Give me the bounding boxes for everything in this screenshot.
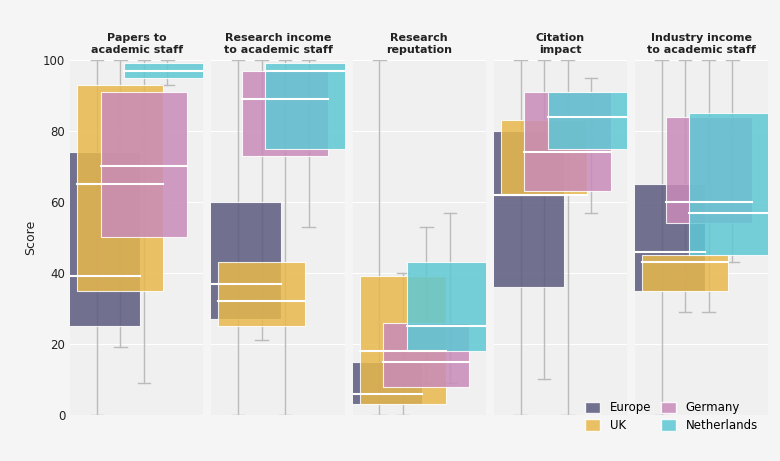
Bar — [77, 85, 164, 291]
Y-axis label: Score: Score — [24, 220, 37, 255]
Bar — [642, 255, 729, 291]
Bar — [524, 92, 611, 191]
Bar — [54, 152, 140, 326]
Bar — [383, 323, 470, 386]
Bar — [195, 202, 281, 319]
Bar — [406, 262, 493, 351]
Bar — [665, 117, 752, 223]
Bar — [477, 131, 564, 287]
Bar — [501, 120, 587, 195]
Title: Industry income
to academic staff: Industry income to academic staff — [647, 33, 756, 55]
Bar — [336, 361, 423, 404]
Title: Research
reputation: Research reputation — [386, 33, 452, 55]
Bar — [265, 64, 352, 149]
Title: Papers to
academic staff: Papers to academic staff — [90, 33, 183, 55]
Bar — [242, 71, 328, 156]
Title: Research income
to academic staff: Research income to academic staff — [224, 33, 332, 55]
Bar — [360, 277, 446, 404]
Title: Citation
impact: Citation impact — [536, 33, 585, 55]
Legend: Europe, UK, Germany, Netherlands: Europe, UK, Germany, Netherlands — [580, 396, 762, 437]
Bar — [548, 92, 634, 149]
Bar — [101, 92, 187, 237]
Bar — [218, 262, 305, 326]
Bar — [124, 64, 211, 78]
Bar — [619, 184, 705, 291]
Bar — [690, 113, 775, 255]
